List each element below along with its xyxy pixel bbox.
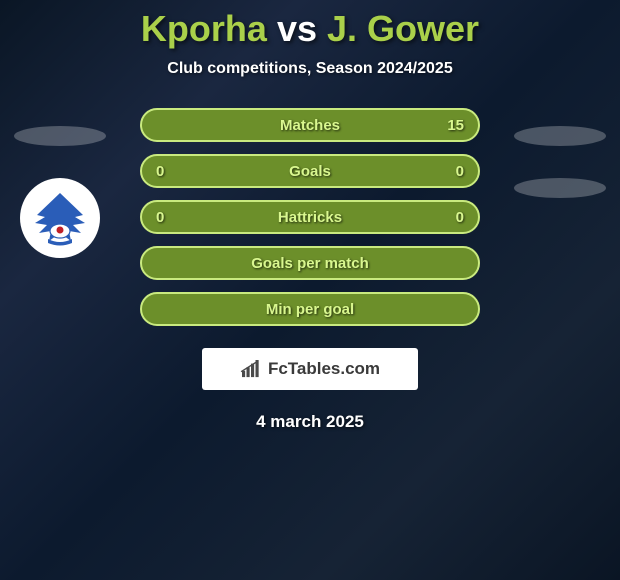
page-title: Kporha vs J. Gower (0, 0, 620, 50)
stat-label: Goals per match (251, 255, 369, 272)
stat-label: Hattricks (278, 209, 342, 226)
stat-left-value: 0 (156, 163, 164, 180)
stats-table: Matches 15 0 Goals 0 0 Hattricks 0 Goals per mat… (140, 108, 480, 326)
fctables-badge: FcTables.com (202, 348, 418, 390)
stat-label: Matches (280, 117, 340, 134)
club-badge-left (20, 178, 100, 258)
player2-name: J. Gower (327, 8, 479, 49)
decorative-ellipse (514, 178, 606, 198)
stat-row: 0 Hattricks 0 (140, 200, 480, 234)
vs-text: vs (277, 8, 317, 49)
stat-right-value: 0 (456, 163, 464, 180)
stat-label: Min per goal (266, 301, 354, 318)
date-text: 4 march 2025 (0, 412, 620, 432)
decorative-ellipse (14, 126, 106, 146)
subtitle: Club competitions, Season 2024/2025 (0, 60, 620, 78)
decorative-ellipse (514, 126, 606, 146)
stat-row: Matches 15 (140, 108, 480, 142)
stat-row: Goals per match (140, 246, 480, 280)
eagle-crest-icon (25, 183, 95, 253)
bar-chart-icon (240, 360, 262, 378)
stat-row: Min per goal (140, 292, 480, 326)
stat-right-value: 0 (456, 209, 464, 226)
stat-right-value: 15 (447, 117, 464, 134)
stat-label: Goals (289, 163, 331, 180)
stat-row: 0 Goals 0 (140, 154, 480, 188)
fctables-text: FcTables.com (268, 359, 380, 379)
stat-left-value: 0 (156, 209, 164, 226)
player1-name: Kporha (141, 8, 267, 49)
